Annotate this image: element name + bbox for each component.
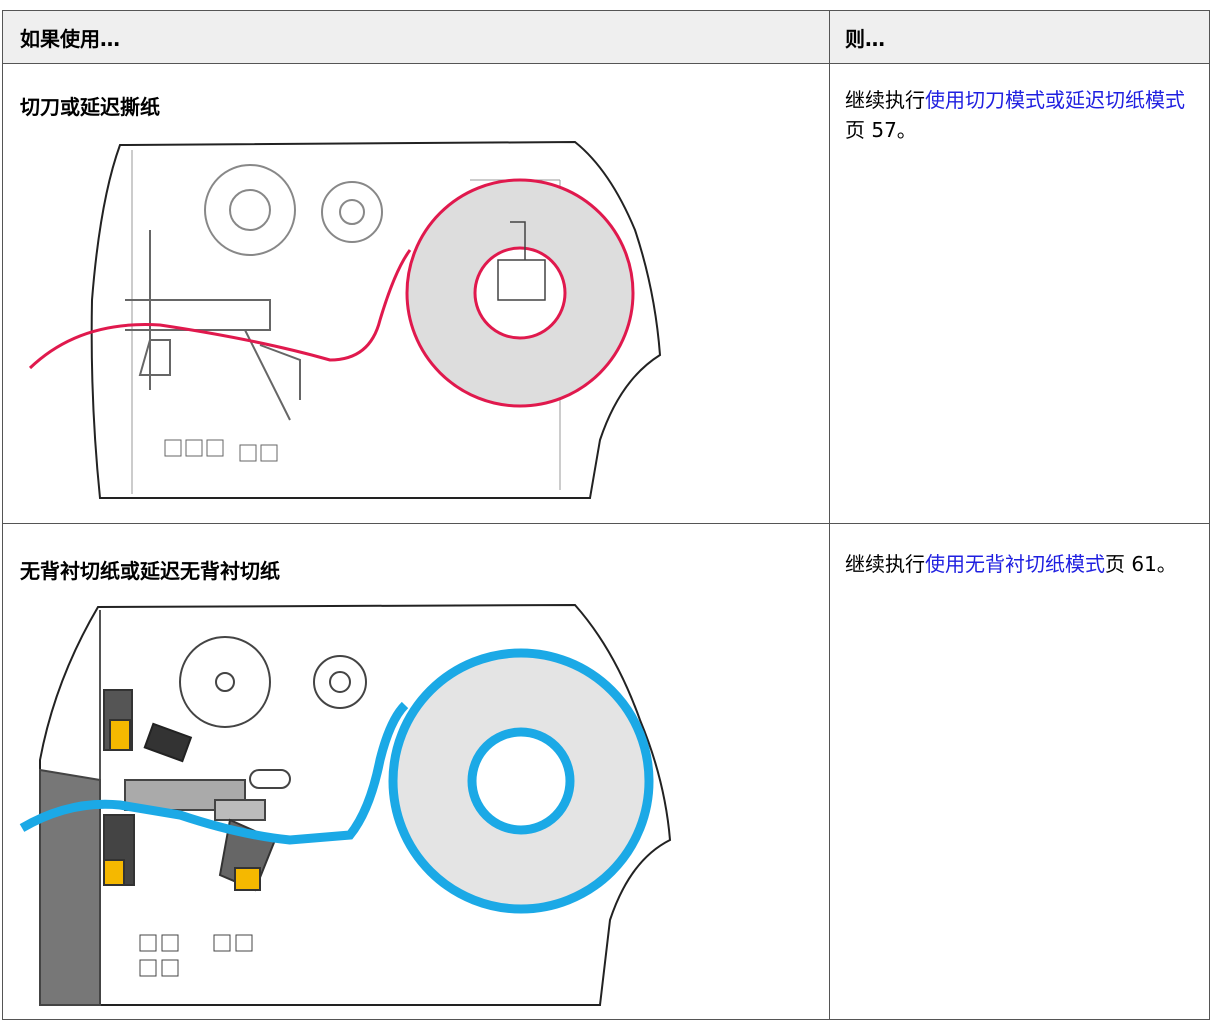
row-label: 切刀或延迟撕纸 xyxy=(20,95,160,119)
printer-illustration-cutter xyxy=(28,140,662,499)
row-action: 继续执行使用无背衬切纸模式页 61。 xyxy=(845,549,1195,579)
row-divider xyxy=(3,523,1209,524)
action-text: 继续执行 xyxy=(845,552,925,576)
row-label: 无背衬切纸或延迟无背衬切纸 xyxy=(20,559,280,583)
action-link[interactable]: 使用无背衬切纸模式 xyxy=(925,552,1105,576)
action-text: 继续执行 xyxy=(845,88,925,112)
header-cell: 则… xyxy=(845,27,885,51)
table: 如果使用… 则… 切刀或延迟撕纸 继续执行使用切刀模式或延迟切纸模式 页 57。… xyxy=(2,10,1210,1020)
action-text: 页 61。 xyxy=(1105,552,1177,576)
column-divider xyxy=(829,11,830,1019)
header-cell: 如果使用… xyxy=(20,27,120,51)
printer-illustration-linerless xyxy=(19,603,672,1006)
header-row xyxy=(3,11,1209,64)
action-link[interactable]: 使用切刀模式或延迟切纸模式 xyxy=(925,88,1185,112)
action-text: 页 57。 xyxy=(845,118,917,142)
row-action: 继续执行使用切刀模式或延迟切纸模式 页 57。 xyxy=(845,85,1195,145)
